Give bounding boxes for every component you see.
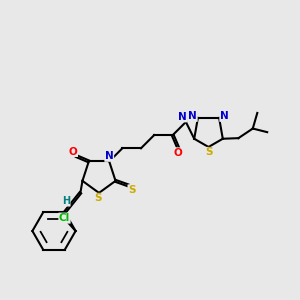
Text: S: S — [205, 147, 212, 158]
Text: S: S — [95, 193, 102, 203]
Text: N: N — [178, 112, 187, 122]
Text: O: O — [174, 148, 182, 158]
Text: N: N — [220, 111, 229, 122]
Text: N: N — [105, 151, 114, 161]
Text: Cl: Cl — [59, 213, 70, 223]
Text: O: O — [69, 146, 77, 157]
Text: N: N — [188, 111, 197, 122]
Text: H: H — [188, 112, 196, 122]
Text: S: S — [128, 185, 136, 195]
Text: H: H — [62, 196, 70, 206]
